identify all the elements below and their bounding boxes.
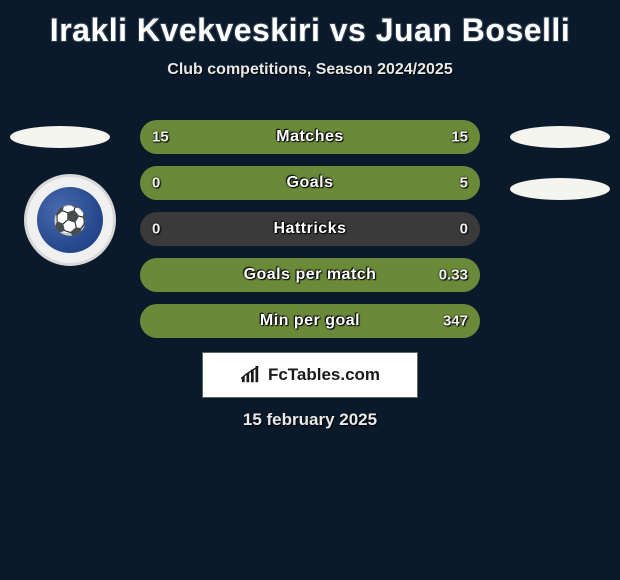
stat-value-left: 15: [152, 129, 169, 146]
stats-bars: Matches1515Goals05Hattricks00Goals per m…: [140, 120, 480, 350]
stat-row: Min per goal347: [140, 304, 480, 338]
stat-value-left: 0: [152, 175, 160, 192]
snapshot-date: 15 february 2025: [0, 410, 620, 430]
avatar-placeholder-right2: [510, 178, 610, 200]
stat-row: Matches15 15: [140, 120, 480, 154]
stat-label: Min per goal: [140, 312, 480, 330]
stat-label: Goals per match: [140, 266, 480, 284]
subtitle: Club competitions, Season 2024/2025: [0, 61, 620, 79]
avatar-placeholder-right: [510, 126, 610, 148]
soccer-ball-icon: ⚽: [37, 187, 103, 253]
stat-value-right: 0: [460, 221, 468, 238]
bar-chart-icon: [240, 366, 262, 384]
stat-row: Hattricks0 0: [140, 212, 480, 246]
avatar-placeholder-left: [10, 126, 110, 148]
stat-row: Goals per match0.33: [140, 258, 480, 292]
stat-row: Goals0 5: [140, 166, 480, 200]
branding-text: FcTables.com: [268, 365, 380, 385]
stat-value-right: 15: [451, 129, 468, 146]
stat-label: Matches: [140, 128, 480, 146]
stat-value-right: 347: [443, 313, 468, 330]
stat-value-right: 5: [460, 175, 468, 192]
stat-value-left: 0: [152, 221, 160, 238]
stat-label: Hattricks: [140, 220, 480, 238]
page-title: Irakli Kvekveskiri vs Juan Boselli: [0, 0, 620, 49]
stat-label: Goals: [140, 174, 480, 192]
club-logo: ⚽: [24, 174, 116, 266]
stat-value-right: 0.33: [439, 267, 468, 284]
branding-badge: FcTables.com: [202, 352, 418, 398]
